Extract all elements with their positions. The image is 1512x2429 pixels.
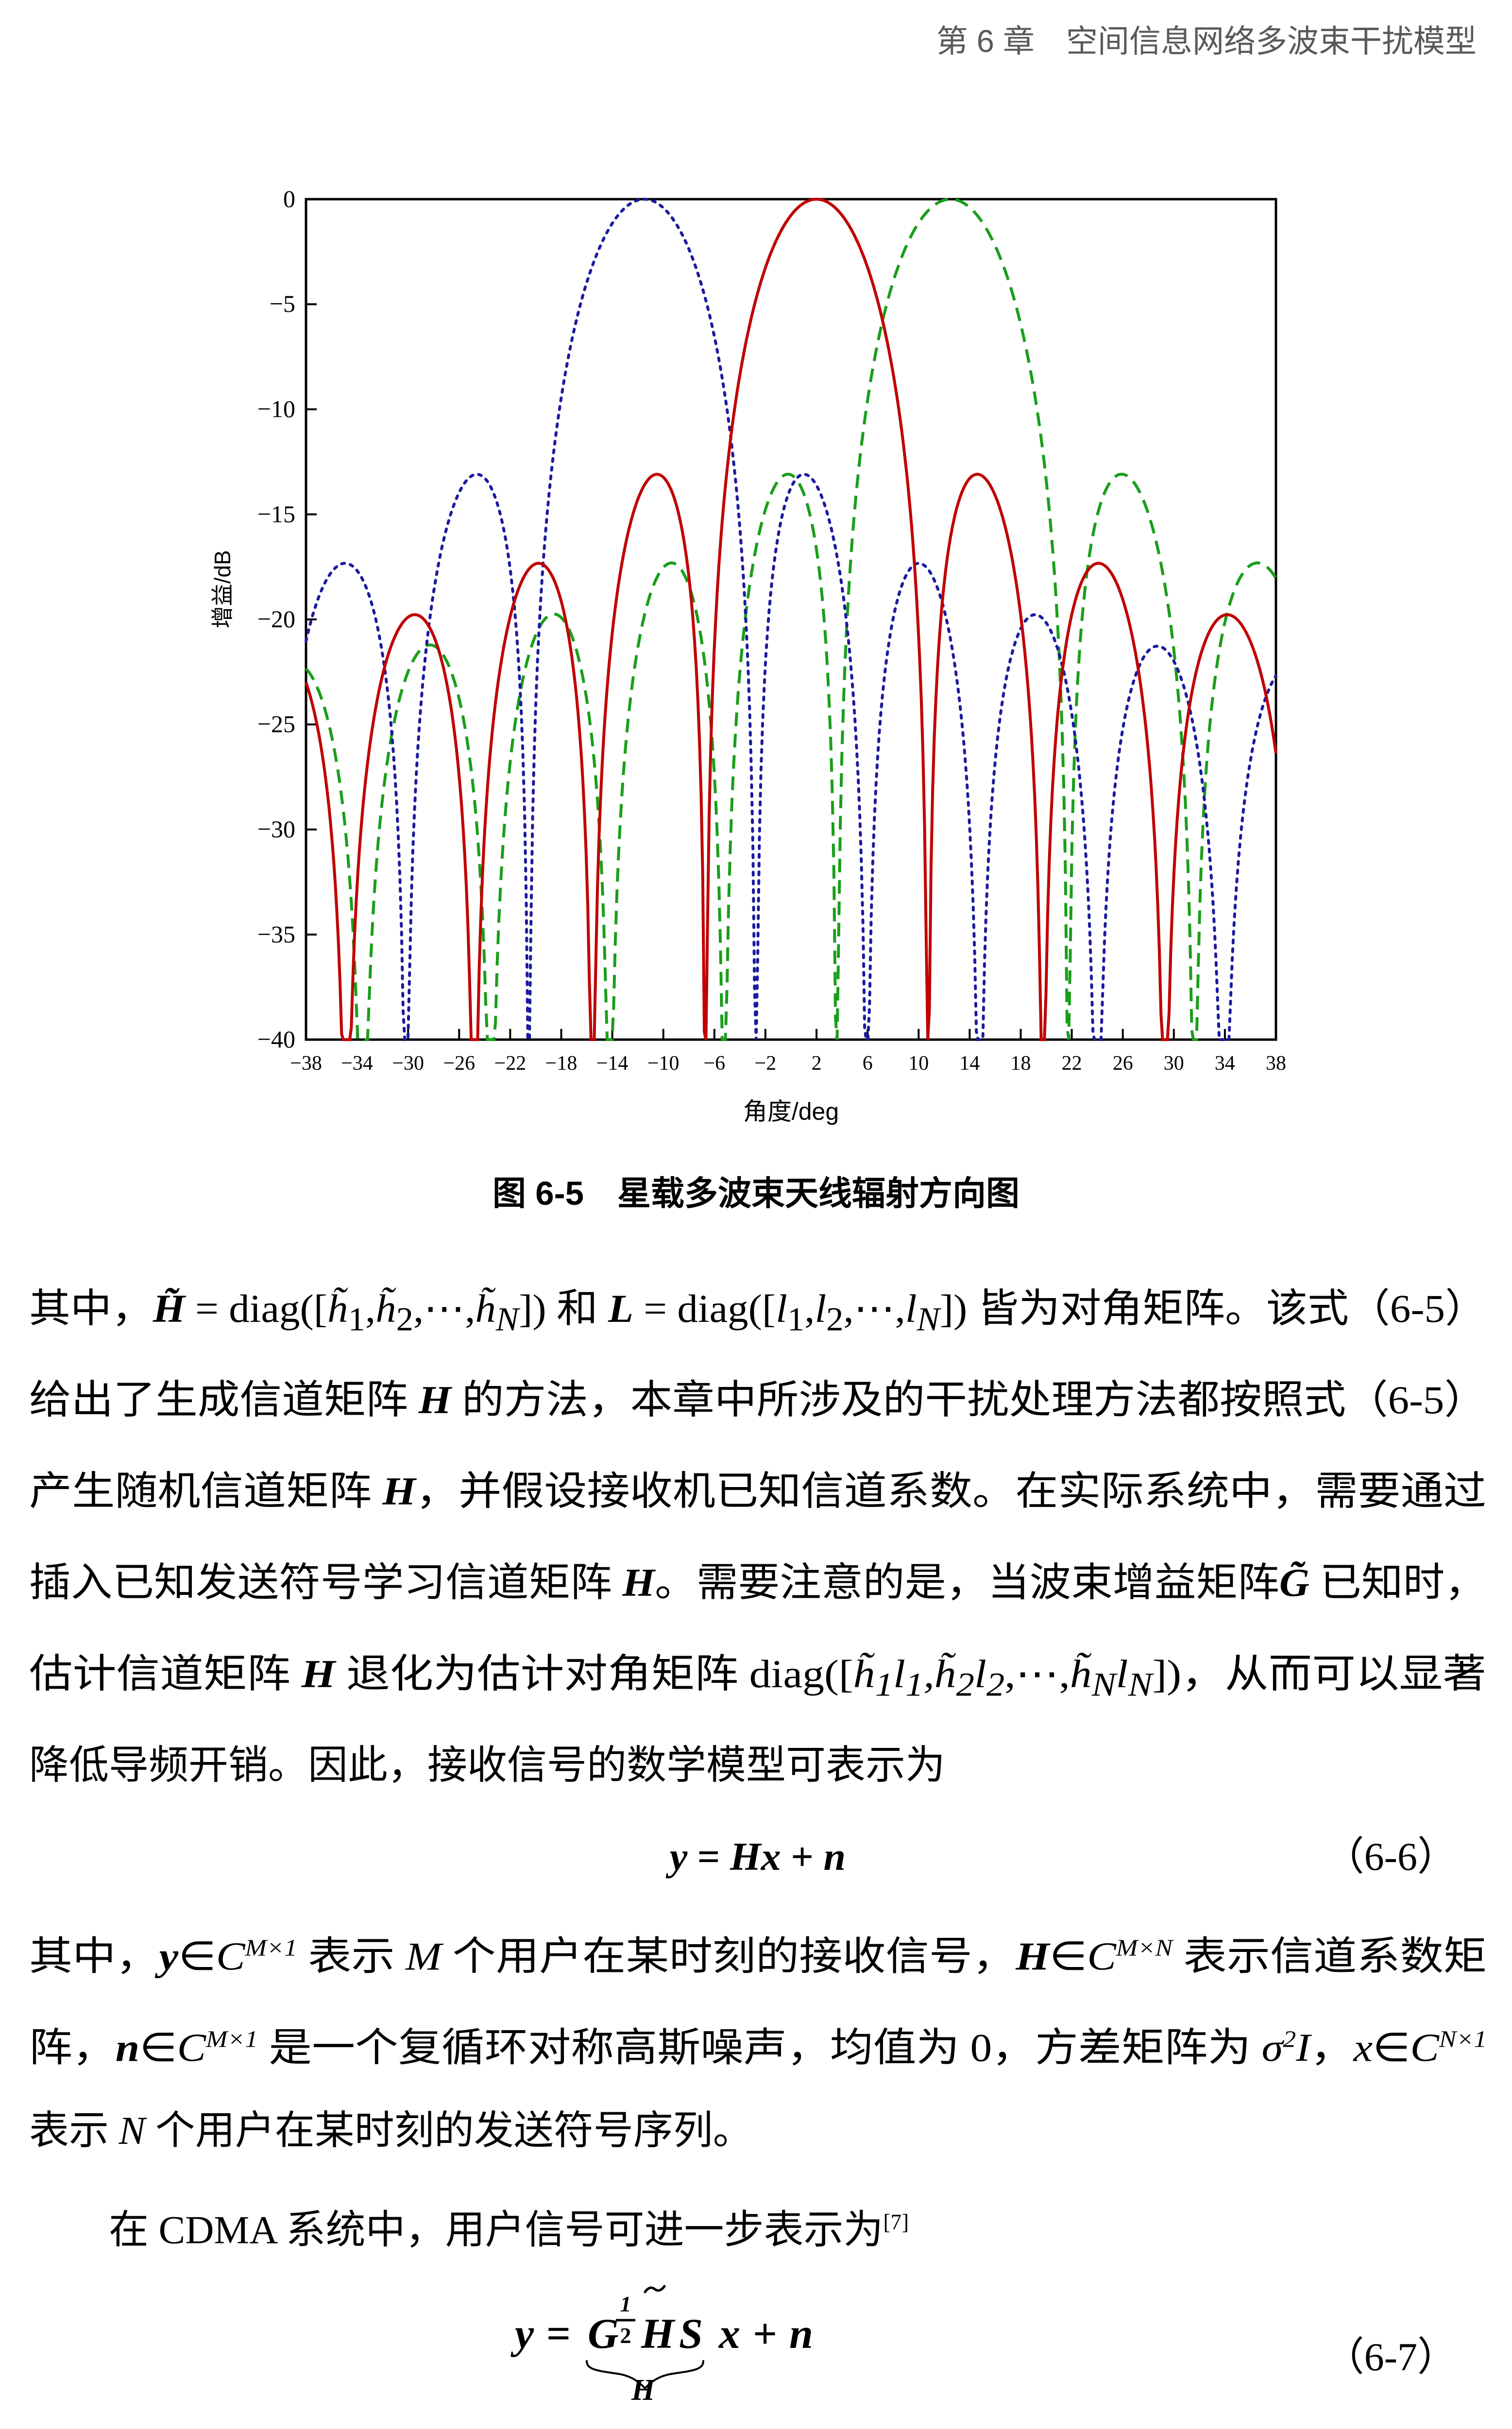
svg-text:6: 6 [863, 1052, 873, 1075]
svg-text:x: x [718, 2310, 740, 2358]
svg-text:−5: −5 [270, 290, 295, 317]
svg-text:−25: −25 [257, 710, 295, 737]
svg-text:0: 0 [283, 185, 295, 212]
svg-text:2: 2 [620, 2323, 631, 2348]
svg-text:10: 10 [908, 1052, 929, 1075]
svg-text:−30: −30 [392, 1052, 424, 1075]
svg-text:−15: −15 [257, 500, 295, 528]
svg-text:−26: −26 [443, 1052, 475, 1075]
svg-text:=: = [546, 2310, 571, 2358]
svg-text:38: 38 [1266, 1052, 1286, 1075]
svg-text:−40: −40 [257, 1026, 295, 1053]
svg-text:30: 30 [1164, 1052, 1184, 1075]
svg-text:−35: −35 [257, 921, 295, 948]
svg-text:−10: −10 [647, 1052, 680, 1075]
svg-text:−30: −30 [257, 816, 295, 843]
svg-text:−22: −22 [494, 1052, 527, 1075]
svg-text:22: 22 [1062, 1052, 1082, 1075]
svg-text:18: 18 [1011, 1052, 1031, 1075]
svg-text:+: + [753, 2310, 777, 2358]
svg-text:−34: −34 [341, 1052, 373, 1075]
svg-text:−20: −20 [257, 605, 295, 633]
svg-text:14: 14 [959, 1052, 980, 1075]
svg-text:−6: −6 [703, 1052, 725, 1075]
svg-text:n: n [789, 2310, 813, 2358]
svg-text:34: 34 [1215, 1052, 1235, 1075]
svg-text:−10: −10 [257, 395, 295, 423]
svg-text:G: G [588, 2310, 619, 2358]
svg-text:−2: −2 [755, 1052, 777, 1075]
svg-text:1: 1 [620, 2292, 631, 2316]
svg-text:S: S [679, 2310, 703, 2358]
svg-text:角度/deg: 角度/deg [743, 1098, 839, 1125]
svg-text:−18: −18 [545, 1052, 578, 1075]
svg-text:y: y [510, 2310, 534, 2358]
svg-text:H: H [631, 2374, 656, 2404]
svg-text:−38: −38 [290, 1052, 322, 1075]
svg-text:−14: −14 [596, 1052, 629, 1075]
svg-text:2: 2 [812, 1052, 822, 1075]
svg-text:26: 26 [1113, 1052, 1133, 1075]
svg-text:H: H [641, 2310, 676, 2358]
